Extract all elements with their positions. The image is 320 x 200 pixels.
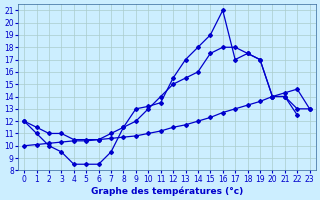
- X-axis label: Graphe des températures (°c): Graphe des températures (°c): [91, 186, 243, 196]
